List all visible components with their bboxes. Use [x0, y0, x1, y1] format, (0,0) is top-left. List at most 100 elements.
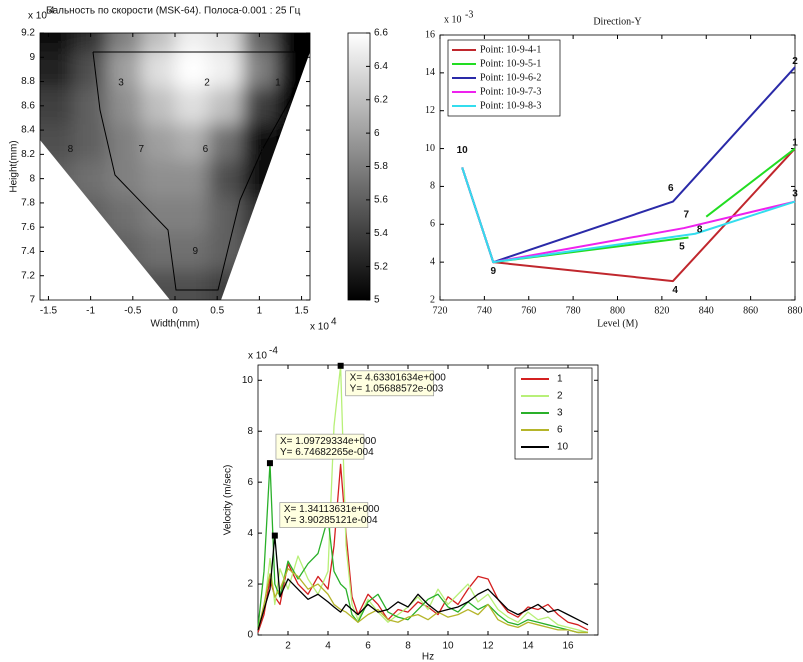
heatmap-cell: [40, 196, 75, 234]
y-tick-label: 8: [29, 173, 35, 184]
axis-multiplier: x 10: [444, 14, 462, 25]
series-line: [461, 147, 796, 264]
heatmap-cell: [141, 51, 176, 89]
datatip-x: X= 4.63301634e+000: [350, 372, 447, 383]
heatmap-cell: [208, 124, 243, 161]
x-tick-label: 14: [522, 641, 534, 652]
heatmap-cell: [242, 233, 277, 271]
x-tick-label: 1.5: [295, 306, 309, 317]
y-tick-label: 9: [29, 52, 35, 63]
heatmap-cell: [208, 33, 243, 52]
datatip-box: [275, 433, 365, 460]
datatip-marker: [337, 362, 344, 369]
axis-multiplier-exponent: 4: [49, 6, 55, 17]
heatmap-cell: [208, 196, 243, 234]
heatmap-cell: [276, 124, 310, 161]
heatmap-cell: [276, 196, 310, 234]
legend-label: Point: 10-9-6-2: [480, 72, 541, 83]
heatmap-cell: [242, 160, 277, 198]
y-axis-label: Velocity (m/sec): [223, 465, 234, 536]
y-tick-label: 7.6: [21, 222, 35, 233]
point-label: 2: [204, 77, 210, 88]
legend-label: 6: [557, 425, 563, 436]
heatmap-cell: [141, 160, 176, 198]
series-line: [461, 167, 796, 264]
colorbar-tick-label: 5.6: [374, 195, 388, 206]
series-line: [461, 167, 796, 264]
point-label: 9: [490, 266, 496, 277]
y-tick-label: 4: [430, 256, 435, 267]
y-tick-label: 8: [247, 426, 253, 437]
x-tick-label: 780: [566, 305, 581, 316]
heatmap-cell: [175, 87, 210, 125]
legend-label: Point: 10-9-8-3: [480, 100, 541, 111]
axis-multiplier-exponent: -3: [465, 9, 473, 20]
y-tick-label: 8.2: [21, 149, 35, 160]
legend-label: Point: 10-9-4-1: [480, 44, 541, 55]
series-line: [257, 463, 589, 633]
y-axis-label: Height(mm): [9, 140, 20, 192]
x-tick-label: 740: [477, 305, 492, 316]
colorbar-tick-label: 5.8: [374, 161, 388, 172]
axis-multiplier: x 10: [310, 322, 329, 333]
heatmap-cell: [175, 160, 210, 198]
heatmap-cell: [208, 51, 243, 89]
point-label: 5: [258, 144, 264, 155]
heatmap-cell: [107, 87, 142, 125]
heatmap-cell: [141, 33, 176, 52]
heatmap-cell: [73, 33, 108, 52]
point-label: 2: [792, 56, 798, 67]
datatip-x: X= 1.34113631e+000: [284, 504, 380, 515]
plot-frame: [257, 364, 599, 636]
series-line: [257, 462, 588, 634]
heatmap-cell: [40, 51, 75, 89]
series-line: [257, 365, 589, 634]
datatip-y: Y= 1.05688572e-003: [350, 383, 444, 394]
y-tick-label: 12: [425, 105, 435, 116]
heatmap-cell: [73, 51, 108, 89]
chart-title: Бальность по скорости (MSK-64). Полоса-0…: [46, 6, 301, 17]
colorbar-tick-label: 6.2: [374, 94, 388, 105]
x-tick-label: 6: [365, 641, 371, 652]
heatmap-cell: [141, 233, 176, 271]
colorbar-tick-label: 6: [374, 128, 380, 139]
heatmap-cell: [175, 51, 210, 89]
point-label: 1: [275, 77, 281, 88]
point-label: 3: [792, 189, 798, 200]
y-tick-label: 6: [247, 477, 253, 488]
heatmap-cell: [107, 124, 142, 161]
axis-multiplier-exponent: 4: [331, 317, 337, 328]
point-label: 6: [203, 144, 209, 155]
x-tick-label: 880: [788, 305, 803, 316]
point-label: 6: [668, 183, 674, 194]
point-label: 3: [118, 77, 124, 88]
heatmap-cell: [73, 196, 108, 234]
y-tick-label: 9.2: [21, 28, 35, 39]
heatmap-cell: [242, 51, 277, 89]
legend-label: 1: [557, 374, 563, 385]
heatmap-cell: [175, 33, 210, 52]
y-tick-label: 7: [29, 295, 35, 306]
x-tick-label: 4: [325, 641, 331, 652]
heatmap-cell: [208, 160, 243, 198]
y-tick-label: 8.6: [21, 100, 35, 111]
point-label: 7: [684, 209, 690, 220]
x-axis-label: Hz: [422, 652, 434, 662]
datatip-y: Y= 6.74682265e-004: [280, 447, 374, 458]
y-tick-label: 10: [425, 143, 435, 154]
x-tick-label: -1: [86, 306, 95, 317]
x-tick-label: 760: [521, 305, 536, 316]
datatip-x: X= 1.09729334e+000: [280, 436, 377, 447]
y-tick-label: 8.8: [21, 76, 35, 87]
point-label: 10: [457, 145, 469, 156]
y-tick-label: 16: [425, 29, 435, 40]
point-label: 7: [138, 144, 144, 155]
heatmap-cell: [175, 233, 210, 271]
colorbar-tick-label: 6.4: [374, 61, 388, 72]
heatmap-cell: [141, 87, 176, 125]
heatmap-cell: [208, 269, 243, 300]
legend-label: Point: 10-9-5-1: [480, 58, 541, 69]
colorbar-tick-label: 5.2: [374, 261, 388, 272]
datatip-box: [279, 502, 369, 528]
